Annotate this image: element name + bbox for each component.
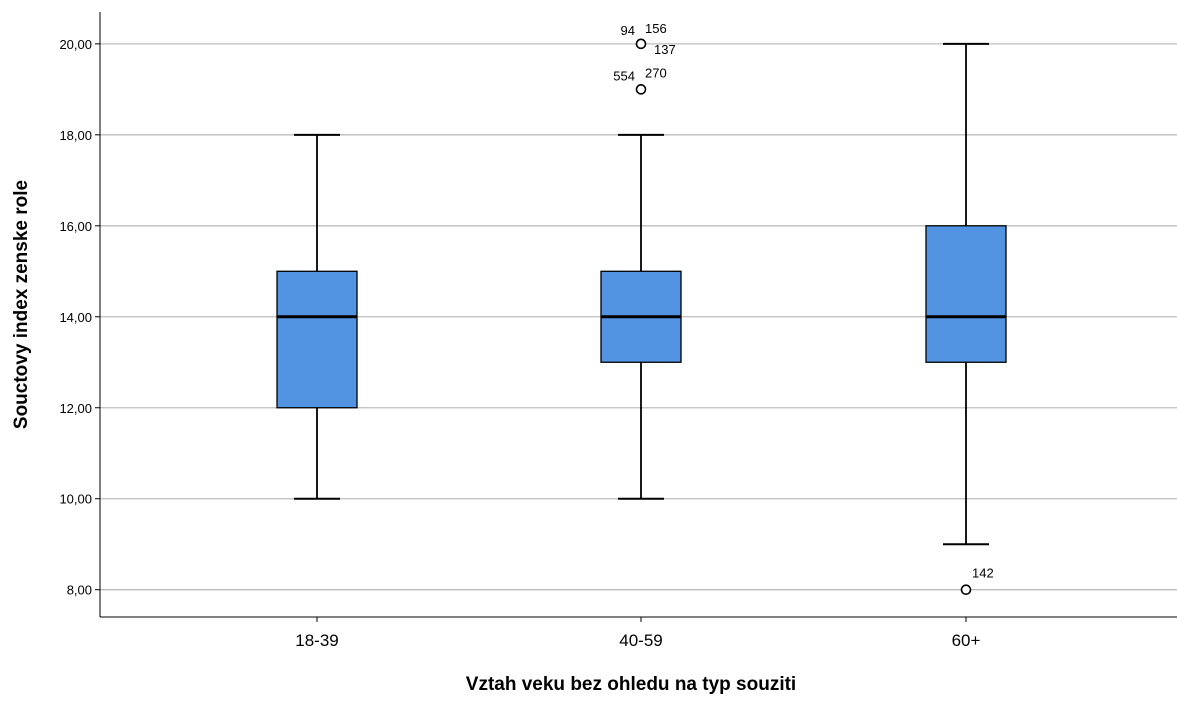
- box-40-59: 94 156 137 554 270: [600, 21, 682, 500]
- y-tick-label: 12,00: [59, 401, 92, 416]
- outlier-point: [635, 38, 647, 50]
- box-18-39: [276, 133, 358, 500]
- x-tick-label: 40-59: [619, 631, 662, 650]
- outlier-point: [635, 84, 647, 95]
- x-axis-title: Vztah veku bez ohledu na typ souziti: [466, 674, 796, 695]
- outlier-label: 137: [654, 42, 676, 57]
- y-tick-label: 8,00: [67, 583, 92, 598]
- y-tick-label: 20,00: [59, 37, 92, 52]
- y-tick-label: 10,00: [59, 492, 92, 507]
- outlier-point: [960, 584, 972, 596]
- outlier-label: 270: [645, 65, 667, 80]
- x-tick-label: 18-39: [295, 631, 338, 650]
- x-tick-label: 60+: [952, 631, 981, 650]
- boxes: 94 156 137 554 270 142: [276, 21, 1007, 596]
- outlier-label: 142: [972, 566, 994, 581]
- y-tick-label: 16,00: [59, 219, 92, 234]
- outlier-label: 554: [613, 68, 635, 83]
- y-tick-label: 14,00: [59, 310, 92, 325]
- outlier-label: 94: [621, 23, 635, 38]
- labels: Vztah veku bez ohledu na typ souziti Souc…: [11, 180, 796, 695]
- outlier-label: 156: [645, 21, 667, 36]
- box-60+: 142: [925, 42, 1007, 596]
- y-axis-title: Souctovy index zenske role: [11, 180, 32, 429]
- iqr-box: [925, 225, 1007, 363]
- axes: 8,00 10,00 12,00 14,00 16,00 18,00 20,00 18-39 4…: [59, 12, 1177, 650]
- iqr-box: [276, 270, 358, 409]
- y-tick-label: 18,00: [59, 128, 92, 143]
